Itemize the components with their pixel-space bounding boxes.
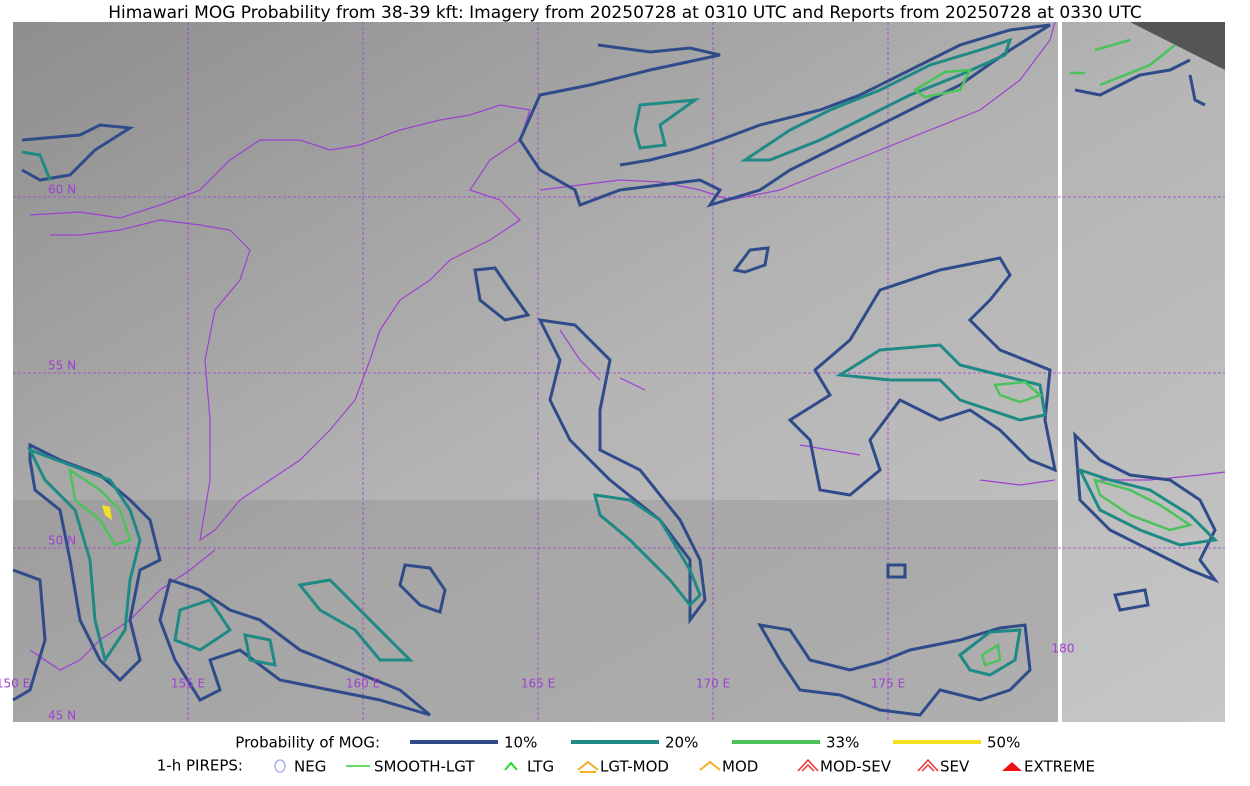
legend-label: 50% (987, 734, 1020, 752)
lon-label: 170 E (696, 677, 730, 691)
lat-label: 60 N (48, 183, 76, 197)
legend-label: NEG (294, 758, 326, 776)
legend-label: 33% (826, 734, 859, 752)
legend-label: LTG (527, 758, 554, 776)
legend-label: SEV (940, 758, 970, 776)
legend-title: Probability of MOG: (235, 734, 380, 752)
lon-label: 175 E (871, 677, 905, 691)
legend-icon (1002, 762, 1022, 771)
legend-icon (917, 758, 939, 772)
legend-label: EXTREME (1024, 758, 1095, 776)
legend-label: MOD-SEV (820, 758, 892, 776)
legend-label: LGT-MOD (600, 758, 669, 776)
mog-contours-20 (21, 37, 1219, 677)
legend: 10% 20% 33% 50% NEG SMOOTH-LGT LTG LGT-MOD MOD MO… (274, 734, 1095, 776)
lon-label: 180 (1052, 642, 1075, 656)
lon-label: 150 E (0, 677, 30, 691)
lon-label: 160 E (346, 677, 380, 691)
legend-label: SMOOTH-LGT (374, 758, 475, 776)
lon-label: 165 E (521, 677, 555, 691)
lat-label: 50 N (48, 534, 76, 548)
legend-label: 10% (504, 734, 537, 752)
legend-label: MOD (722, 758, 758, 776)
legend-icon (504, 761, 518, 771)
mog-contours (12, 23, 1220, 717)
title: Himawari MOG Probability from 38-39 kft:… (108, 3, 1142, 23)
legend-icon (699, 760, 721, 771)
lon-label: 155 E (171, 677, 205, 691)
legend-icon (577, 760, 599, 773)
image-seam (1058, 22, 1062, 722)
mog-contours-33 (68, 38, 1194, 667)
no-data (1130, 22, 1225, 70)
map (12, 21, 1226, 722)
lat-label: 55 N (48, 359, 76, 373)
lat-label: 45 N (48, 709, 76, 723)
legend-title: 1-h PIREPS: (157, 757, 243, 775)
legend-icon (274, 759, 286, 773)
graticule (13, 22, 1225, 722)
legend-icon (797, 758, 819, 772)
coastline (29, 21, 1226, 671)
legend-label: 20% (665, 734, 698, 752)
